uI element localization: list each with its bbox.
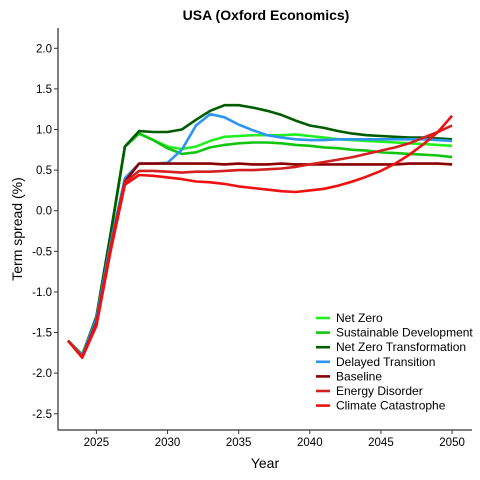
legend-label: Baseline bbox=[336, 369, 382, 383]
y-tick-label: 1.0 bbox=[36, 125, 52, 137]
legend-label: Sustainable Development bbox=[336, 326, 473, 340]
legend-label: Energy Disorder bbox=[336, 384, 423, 398]
y-tick-label: -1.5 bbox=[32, 328, 52, 340]
legend-label: Net Zero Transformation bbox=[336, 340, 466, 354]
legend-label: Net Zero bbox=[336, 311, 383, 325]
y-tick-label: 0.0 bbox=[36, 206, 52, 218]
x-axis-label: Year bbox=[251, 455, 280, 471]
series-line-1 bbox=[67, 132, 453, 356]
x-tick-label: 2040 bbox=[297, 437, 323, 449]
y-tick-label: 0.5 bbox=[36, 165, 52, 177]
series-line-2 bbox=[67, 103, 453, 357]
y-tick-label: 1.5 bbox=[36, 84, 52, 96]
legend-label: Delayed Transition bbox=[336, 355, 435, 369]
y-axis-ticks: -2.5 -2.0 -1.5 -1.0 -0.5 0.0 0.5 1.0 1.5 2.0 bbox=[32, 43, 58, 421]
x-tick-label: 2030 bbox=[155, 437, 181, 449]
series-line-6 bbox=[67, 114, 454, 360]
y-tick-label: 2.0 bbox=[36, 43, 52, 55]
legend-label: Climate Catastrophe bbox=[336, 399, 446, 413]
axes bbox=[57, 28, 472, 431]
series-line-4 bbox=[67, 162, 453, 359]
y-tick-label: -2.0 bbox=[32, 368, 52, 380]
y-tick-label: -1.0 bbox=[32, 287, 52, 299]
chart-title: USA (Oxford Economics) bbox=[183, 7, 350, 23]
y-axis-label: Term spread (%) bbox=[9, 177, 25, 280]
x-tick-label: 2050 bbox=[439, 437, 465, 449]
x-tick-label: 2035 bbox=[226, 437, 252, 449]
plot-area bbox=[67, 103, 454, 360]
x-tick-label: 2045 bbox=[368, 437, 394, 449]
series-line-0 bbox=[67, 132, 453, 356]
y-tick-label: -0.5 bbox=[32, 246, 52, 258]
x-axis-ticks: 2025 2030 2035 2040 2045 2050 bbox=[84, 430, 465, 449]
series-line-5 bbox=[67, 124, 453, 359]
x-tick-label: 2025 bbox=[84, 437, 110, 449]
y-tick-label: -2.5 bbox=[32, 409, 52, 421]
